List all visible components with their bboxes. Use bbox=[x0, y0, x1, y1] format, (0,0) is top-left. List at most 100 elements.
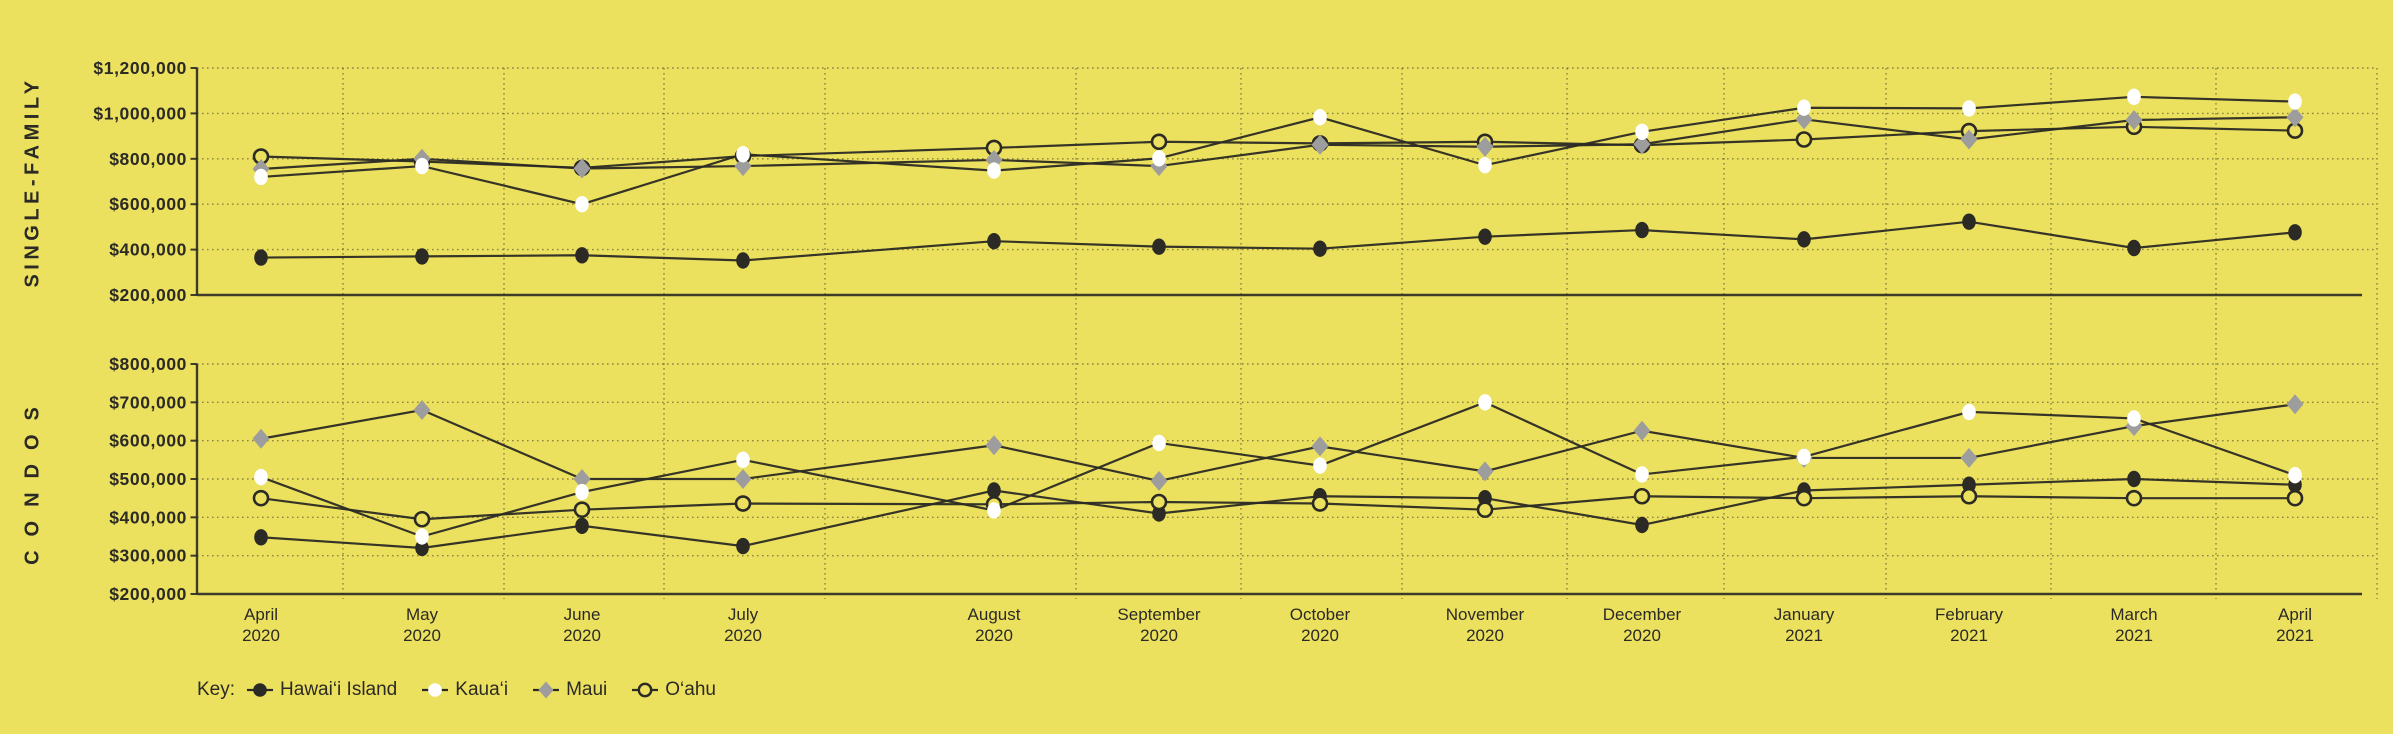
marker-oahu bbox=[1311, 495, 1329, 512]
marker-hawaii-island bbox=[736, 252, 750, 269]
x-axis-month-label: July bbox=[728, 605, 759, 624]
condos-chart: $800,000 $700,000 $600,000 $500,000 $400,000… bbox=[109, 354, 2377, 604]
marker-maui bbox=[1960, 447, 1978, 468]
x-axis-year-label: 2020 bbox=[724, 626, 762, 645]
marker-maui bbox=[1960, 129, 1978, 150]
series-line-maui bbox=[260, 403, 2296, 483]
marker-maui bbox=[1311, 134, 1329, 155]
legend-item-oahu: O‘ahu bbox=[632, 679, 716, 701]
marker-kauai bbox=[1962, 100, 1976, 117]
marker-maui bbox=[2286, 107, 2304, 128]
series-line-kauai bbox=[260, 401, 2296, 538]
marker-hawaii-island bbox=[1797, 231, 1811, 248]
x-axis-year-label: 2020 bbox=[1301, 626, 1339, 645]
marker-hawaii-island bbox=[415, 539, 429, 557]
marker-maui bbox=[985, 435, 1003, 456]
marker-kauai bbox=[1313, 457, 1327, 474]
marker-hawaii-island bbox=[575, 247, 589, 264]
marker-oahu bbox=[252, 489, 270, 507]
marker-hawaii-island bbox=[1478, 228, 1492, 245]
x-axis-month-label: April bbox=[2278, 605, 2312, 624]
y-axis-label: $200,000 bbox=[109, 285, 187, 305]
marker-kauai bbox=[2288, 93, 2302, 110]
marker-maui bbox=[1150, 470, 1168, 491]
marker-maui bbox=[1633, 420, 1651, 441]
hawaii-island-marker-icon bbox=[247, 679, 274, 701]
marker-maui bbox=[1795, 109, 1813, 130]
marker-oahu bbox=[1633, 487, 1651, 505]
marker-kauai bbox=[987, 162, 1001, 179]
series-line-hawaii-island bbox=[260, 477, 2296, 550]
marker-hawaii-island bbox=[575, 517, 589, 534]
marker-kauai bbox=[1152, 434, 1166, 452]
marker-hawaii-island bbox=[1152, 238, 1166, 255]
y-axis-label: $1,200,000 bbox=[93, 58, 187, 78]
marker-kauai bbox=[736, 146, 750, 163]
x-axis-month-label: October bbox=[1290, 605, 1351, 624]
marker-oahu bbox=[1476, 501, 1494, 518]
marker-kauai bbox=[1152, 150, 1166, 167]
x-axis-year-label: 2020 bbox=[563, 626, 601, 645]
marker-maui bbox=[573, 158, 591, 179]
marker-kauai bbox=[415, 157, 429, 175]
marker-maui bbox=[1633, 134, 1651, 155]
marker-hawaii-island bbox=[415, 248, 429, 265]
x-axis-year-label: 2020 bbox=[1466, 626, 1504, 645]
x-axis-month-label: April bbox=[244, 605, 278, 624]
single-family-chart: $1,200,000 $1,000,000 $800,000 $600,000 $400… bbox=[93, 58, 2377, 305]
x-axis-month-label: November bbox=[1446, 605, 1525, 624]
marker-maui bbox=[2125, 109, 2143, 130]
kauai-marker-icon bbox=[422, 679, 449, 701]
y-axis-label: $200,000 bbox=[109, 584, 187, 604]
marker-maui bbox=[1311, 436, 1329, 457]
marker-kauai bbox=[2127, 88, 2141, 106]
y-axis-label: $1,000,000 bbox=[93, 103, 187, 123]
marker-kauai bbox=[987, 502, 1001, 519]
x-axis-month-label: February bbox=[1935, 605, 2004, 624]
x-axis-year-label: 2021 bbox=[2115, 626, 2153, 645]
marker-maui bbox=[734, 156, 752, 177]
right-edge-strip bbox=[2393, 0, 2400, 734]
marker-maui bbox=[1476, 461, 1494, 482]
marker-kauai bbox=[254, 468, 268, 486]
marker-oahu bbox=[573, 501, 591, 518]
marker-hawaii-island bbox=[987, 482, 1001, 499]
marker-kauai bbox=[1797, 448, 1811, 465]
series-line-hawaii-island bbox=[260, 220, 2296, 262]
marker-kauai bbox=[1313, 109, 1327, 126]
marker-maui bbox=[252, 428, 270, 449]
marker-kauai bbox=[1478, 156, 1492, 174]
marker-kauai bbox=[2127, 410, 2141, 427]
marker-oahu bbox=[1150, 493, 1168, 511]
marker-oahu bbox=[1960, 487, 1978, 505]
oahu-marker-icon bbox=[632, 679, 659, 701]
y-axis-label: $600,000 bbox=[109, 431, 187, 451]
marker-oahu bbox=[1795, 131, 1813, 148]
legend-item-label: Maui bbox=[566, 679, 608, 700]
marker-hawaii-island bbox=[254, 529, 268, 546]
marker-kauai bbox=[1962, 403, 1976, 421]
single-family-section-label: SINGLE-FAMILY bbox=[21, 76, 44, 288]
y-axis-label: $700,000 bbox=[109, 392, 187, 412]
y-axis-label: $600,000 bbox=[109, 194, 187, 214]
marker-hawaii-island bbox=[2288, 224, 2302, 241]
marker-kauai bbox=[575, 483, 589, 501]
y-axis-label: $400,000 bbox=[109, 240, 187, 260]
x-axis-year-label: 2021 bbox=[2276, 626, 2314, 645]
legend-item-hawaii-island: Hawai‘i Island bbox=[247, 679, 397, 701]
y-axis-label: $500,000 bbox=[109, 469, 187, 489]
legend-item-label: O‘ahu bbox=[665, 679, 716, 700]
marker-maui bbox=[1476, 136, 1494, 157]
x-axis-year-label: 2020 bbox=[242, 626, 280, 645]
condos-section-label: CONDOS bbox=[21, 393, 44, 565]
x-axis-month-label: January bbox=[1774, 605, 1835, 624]
maui-marker-icon bbox=[533, 679, 560, 701]
marker-kauai bbox=[1635, 123, 1649, 140]
marker-hawaii-island bbox=[1635, 221, 1649, 239]
marker-hawaii-island bbox=[1313, 240, 1327, 257]
marker-kauai bbox=[1478, 394, 1492, 411]
marker-oahu bbox=[1150, 133, 1168, 151]
y-axis-label: $800,000 bbox=[109, 149, 187, 169]
